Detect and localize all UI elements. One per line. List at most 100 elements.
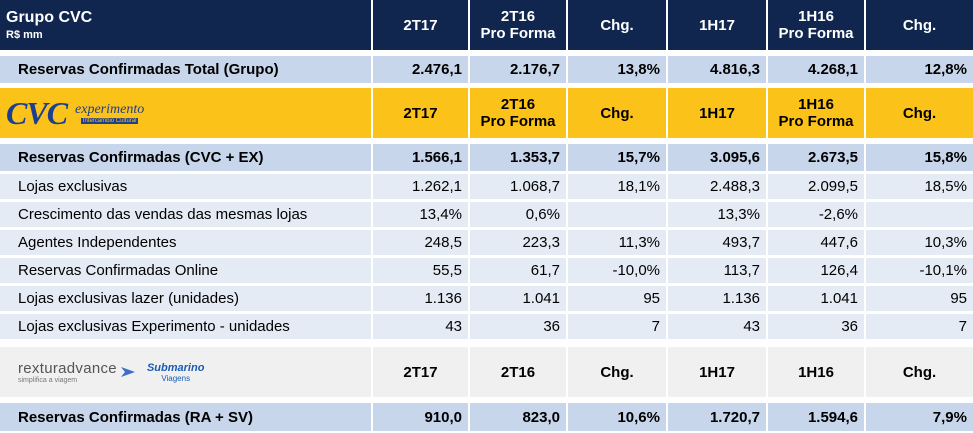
cell: [866, 202, 973, 227]
cell: 2.099,5: [768, 174, 866, 199]
cell: 7: [866, 314, 973, 339]
cell: 493,7: [668, 230, 768, 255]
cell: 11,3%: [568, 230, 668, 255]
table-row: Lojas exclusivas 1.262,1 1.068,7 18,1% 2.488…: [0, 174, 973, 199]
row-label: Lojas exclusivas Experimento - unidades: [0, 314, 373, 339]
cell: 15,7%: [568, 144, 668, 171]
experimento-logo-tag: Intercâmbio Cultural: [80, 118, 139, 124]
row-label: Reservas Confirmadas Online: [0, 258, 373, 283]
table-row: Agentes Independentes 248,5 223,3 11,3% 493,…: [0, 230, 973, 255]
col-header: 2T16: [470, 347, 568, 397]
table-row: Crescimento das vendas das mesmas lojas 1…: [0, 202, 973, 227]
table-title: Grupo CVC R$ mm: [0, 0, 373, 50]
cell: 1.594,6: [768, 403, 866, 431]
rexturadvance-logo: rexturadvance simplifica a viagem: [18, 360, 117, 384]
cell: 1.136: [373, 286, 470, 311]
header-row: Grupo CVC R$ mm 2T17 2T16 Pro Forma Chg.…: [0, 0, 973, 50]
cell: 7,9%: [866, 403, 973, 431]
cell: 2.476,1: [373, 56, 470, 83]
cell: 18,1%: [568, 174, 668, 199]
cell: 1.068,7: [470, 174, 568, 199]
rexturadvance-logo-tag: simplifica a viagem: [18, 377, 78, 384]
col-header: Chg.: [568, 0, 668, 50]
cell: -10,1%: [866, 258, 973, 283]
cvc-logo-cell: CVC experimento Intercâmbio Cultural: [0, 88, 373, 138]
row-label: Lojas exclusivas: [0, 174, 373, 199]
cell: 3.095,6: [668, 144, 768, 171]
cell: 13,8%: [568, 56, 668, 83]
cell: 4.816,3: [668, 56, 768, 83]
col-header: Chg.: [866, 0, 973, 50]
submarino-logo-text: Submarino: [146, 361, 205, 374]
cell: 61,7: [470, 258, 568, 283]
col-header: 1H17: [668, 347, 768, 397]
col-header: 2T17: [373, 88, 470, 138]
col-header: 2T16 Pro Forma: [470, 0, 568, 50]
cell: 43: [373, 314, 470, 339]
row-label: Agentes Independentes: [0, 230, 373, 255]
cell: 10,3%: [866, 230, 973, 255]
cell: 36: [768, 314, 866, 339]
cell: 223,3: [470, 230, 568, 255]
col-header: Chg.: [866, 88, 973, 138]
cell: 447,6: [768, 230, 866, 255]
cell: 36: [470, 314, 568, 339]
row-label: Reservas Confirmadas Total (Grupo): [0, 56, 373, 83]
cell: 10,6%: [568, 403, 668, 431]
cell: 1.136: [668, 286, 768, 311]
cell: 1.566,1: [373, 144, 470, 171]
col-header: 2T17: [373, 347, 470, 397]
experimento-logo-text: experimento: [75, 102, 145, 117]
col-header: 1H17: [668, 0, 768, 50]
table-row: Reservas Confirmadas (CVC + EX) 1.566,1 1.…: [0, 144, 973, 171]
cell: 1.353,7: [470, 144, 568, 171]
col-header: 2T17: [373, 0, 470, 50]
cell: -10,0%: [568, 258, 668, 283]
cell: 1.720,7: [668, 403, 768, 431]
cell: 95: [866, 286, 973, 311]
cell: 823,0: [470, 403, 568, 431]
submarino-logo-tag: Viagens: [161, 373, 191, 383]
cell: 13,4%: [373, 202, 470, 227]
table-row: Reservas Confirmadas Online 55,5 61,7 -10,0…: [0, 258, 973, 283]
cell: 2.673,5: [768, 144, 866, 171]
cell: 0,6%: [470, 202, 568, 227]
cell: 113,7: [668, 258, 768, 283]
ra-header-row: rexturadvance simplifica a viagem Submar…: [0, 347, 973, 397]
col-header: 1H17: [668, 88, 768, 138]
row-label: Reservas Confirmadas (RA + SV): [0, 403, 373, 431]
cell: 12,8%: [866, 56, 973, 83]
col-header: 1H16 Pro Forma: [768, 0, 866, 50]
cell: 18,5%: [866, 174, 973, 199]
col-header: Chg.: [568, 347, 668, 397]
unit-text: R$ mm: [6, 29, 43, 41]
ra-logo-cell: rexturadvance simplifica a viagem Submar…: [0, 347, 373, 397]
cell: 1.041: [768, 286, 866, 311]
cell: 1.262,1: [373, 174, 470, 199]
cell: 43: [668, 314, 768, 339]
cell: 13,3%: [668, 202, 768, 227]
cell: 4.268,1: [768, 56, 866, 83]
cell: 248,5: [373, 230, 470, 255]
table-row: Lojas exclusivas lazer (unidades) 1.136 1.…: [0, 286, 973, 311]
cell: 55,5: [373, 258, 470, 283]
cell: 2.176,7: [470, 56, 568, 83]
col-header: 1H16 Pro Forma: [768, 88, 866, 138]
cell: [568, 202, 668, 227]
cell: 126,4: [768, 258, 866, 283]
cell: 15,8%: [866, 144, 973, 171]
experimento-logo: experimento Intercâmbio Cultural: [75, 102, 144, 124]
arrow-logo-icon: [120, 367, 135, 377]
cell: 1.041: [470, 286, 568, 311]
cvc-header-row: CVC experimento Intercâmbio Cultural 2T1…: [0, 88, 973, 138]
total-row: Reservas Confirmadas Total (Grupo) 2.476…: [0, 56, 973, 83]
col-header: Chg.: [568, 88, 668, 138]
cell: -2,6%: [768, 202, 866, 227]
row-label: Lojas exclusivas lazer (unidades): [0, 286, 373, 311]
cell: 95: [568, 286, 668, 311]
col-header: Chg.: [866, 347, 973, 397]
row-label: Crescimento das vendas das mesmas lojas: [0, 202, 373, 227]
cell: 7: [568, 314, 668, 339]
col-header: 2T16 Pro Forma: [470, 88, 568, 138]
